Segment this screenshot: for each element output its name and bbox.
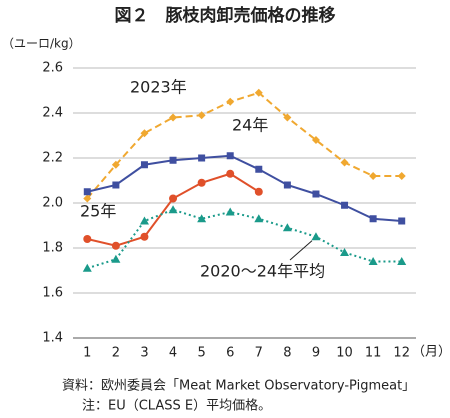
marker [341,201,349,209]
x-tick-label: 4 [169,346,177,361]
marker [254,214,264,223]
marker [311,232,321,241]
chart-title: 図２ 豚枝肉卸売価格の推移 [115,5,336,26]
marker [226,169,235,178]
marker [83,188,91,196]
marker [283,181,291,189]
x-tick-label: 6 [226,346,234,361]
x-tick-label: 8 [283,346,291,361]
marker [140,232,149,241]
y-tick-label: 2.0 [42,196,63,211]
marker [311,136,320,144]
marker [197,111,206,120]
marker [397,172,406,180]
x-tick-label: 7 [255,346,263,361]
marker [226,97,235,106]
marker [111,254,121,263]
x-tick-label: 3 [140,346,148,361]
marker [398,217,406,225]
marker [82,263,92,272]
marker [139,216,149,225]
marker [312,190,320,198]
marker [282,223,292,232]
series-label: 2020〜24年平均 [200,262,325,281]
y-tick-label: 1.4 [42,331,63,346]
x-tick-label: 5 [197,346,205,361]
marker [226,152,234,160]
marker [369,215,377,223]
y-tick-label: 2.6 [42,61,63,76]
marker [169,156,177,164]
marker [169,113,178,122]
series-label: 25年 [80,202,116,221]
x-tick-label: 11 [365,346,382,361]
y-axis-label: （ユーロ/kg） [2,37,81,51]
marker [198,154,206,162]
marker [254,88,263,97]
x-tick-label: 10 [336,346,353,361]
y-tick-label: 1.8 [42,241,63,256]
marker [168,205,178,214]
marker [169,194,178,203]
series-line [86,91,402,200]
leader-line [289,240,313,261]
marker [112,181,120,189]
x-tick-label: 9 [312,346,320,361]
marker [397,257,407,265]
x-axis-label: （月） [412,345,450,360]
marker [283,113,292,122]
marker [197,178,206,187]
series-line [87,154,402,222]
series-label: 24年 [232,116,268,135]
marker [225,207,235,216]
marker [369,172,378,180]
marker [111,241,120,250]
series-label: 2023年 [130,78,187,97]
y-tick-label: 2.4 [42,106,63,121]
marker [255,165,263,173]
marker [140,161,148,169]
marker [83,235,92,243]
x-tick-label: 12 [393,346,410,361]
marker [254,187,263,196]
note: 資料：欧州委員会「Meat Market Observatory-Pigmeat… [62,379,415,394]
marker [140,129,149,138]
x-tick-label: 1 [83,346,91,361]
y-tick-label: 2.2 [42,151,63,166]
marker [197,214,207,223]
marker [111,160,120,169]
y-tick-label: 1.6 [42,286,63,301]
marker [368,257,378,265]
marker [83,194,92,203]
marker [340,248,350,256]
marker [340,158,349,167]
note: 注：EU（CLASS E）平均価格。 [82,398,271,414]
x-tick-label: 2 [112,346,120,361]
